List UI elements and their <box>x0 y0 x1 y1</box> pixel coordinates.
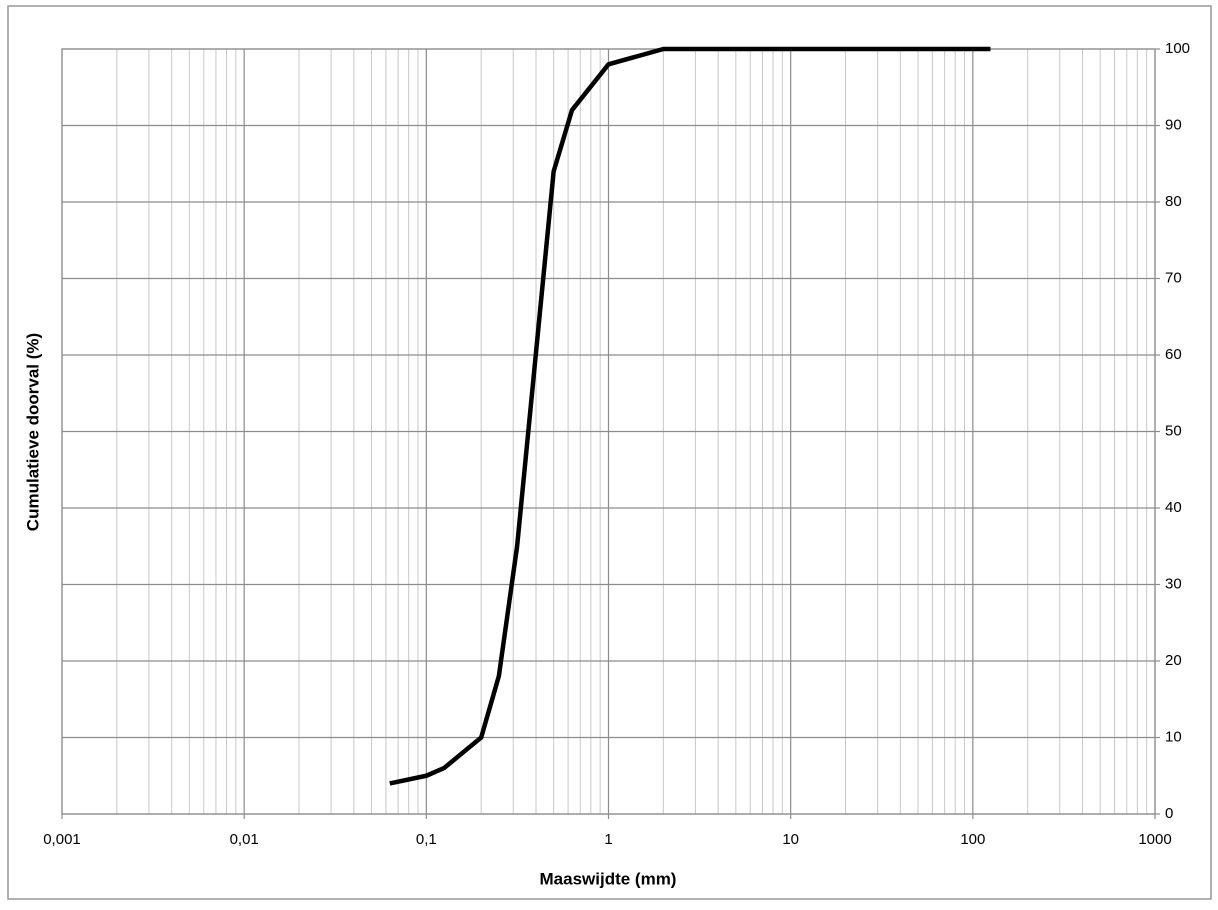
y-tick-label: 60 <box>1165 346 1182 363</box>
plot-frame <box>61 48 1156 815</box>
y-tick-label: 30 <box>1165 575 1182 592</box>
y-tick-label: 100 <box>1165 40 1190 57</box>
x-tick-label: 10 <box>782 831 799 848</box>
x-tick-label: 100 <box>960 831 985 848</box>
y-tick-label: 0 <box>1165 805 1173 822</box>
y-tick-label: 70 <box>1165 269 1182 286</box>
x-tick-label: 1 <box>604 831 612 848</box>
y-tick-label: 50 <box>1165 422 1182 439</box>
data-line <box>389 46 991 786</box>
y-tick-label: 90 <box>1165 116 1182 133</box>
x-axis-title: Maaswijdte (mm) <box>540 869 677 888</box>
x-tick-label: 0,1 <box>416 831 437 848</box>
chart-border <box>7 5 1212 900</box>
y-tick-label: 80 <box>1165 193 1182 210</box>
x-tick-label: 0,001 <box>43 831 81 848</box>
y-tick-label: 20 <box>1165 652 1182 669</box>
x-tick-label: 1000 <box>1138 831 1171 848</box>
x-tick-label: 0,01 <box>230 831 259 848</box>
y-tick-label: 40 <box>1165 499 1182 516</box>
y-axis-title: Cumulatieve doorval (%) <box>23 333 42 531</box>
y-tick-label: 10 <box>1165 728 1182 745</box>
